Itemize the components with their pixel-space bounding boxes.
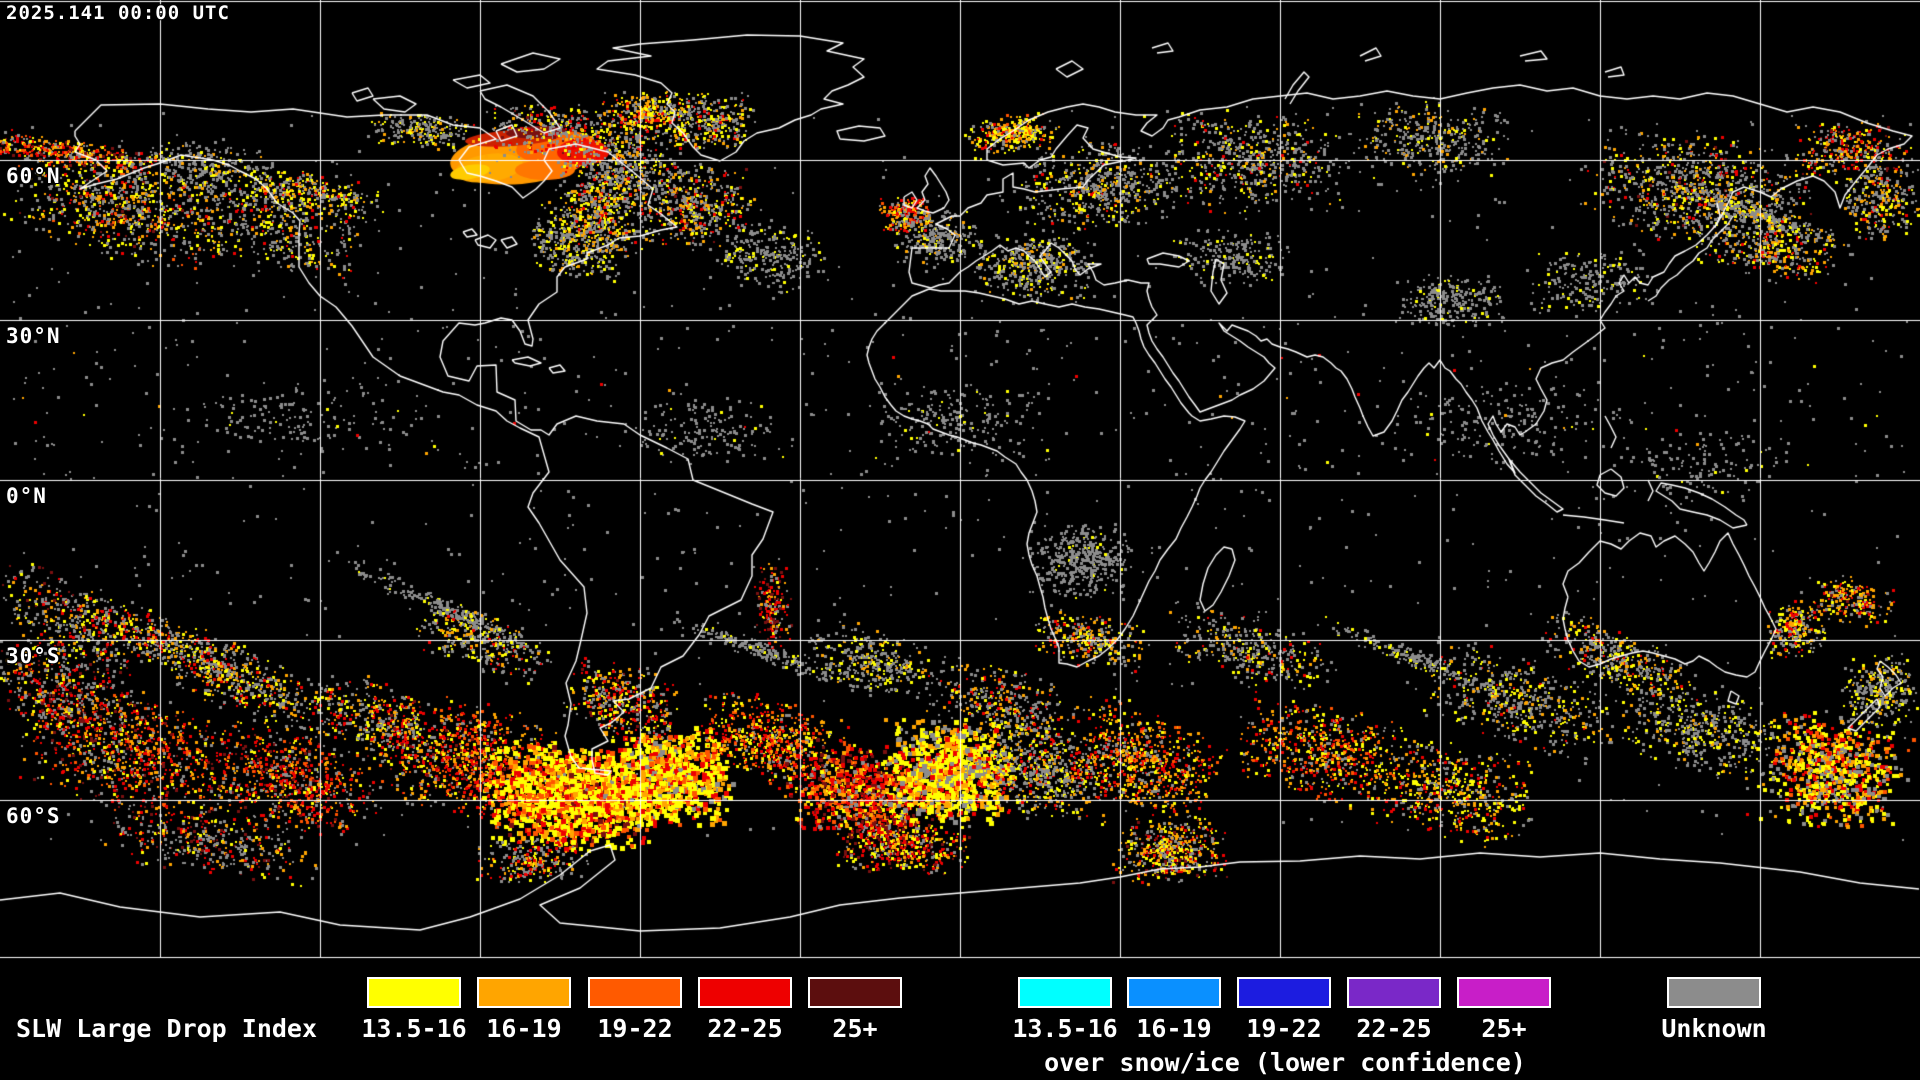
snow-ice-note: over snow/ice (lower confidence) xyxy=(1044,1048,1526,1077)
legend-swatch-unknown xyxy=(1667,977,1761,1008)
legend-swatch-normal-3 xyxy=(698,977,792,1008)
world-map-canvas xyxy=(0,0,1920,960)
legend-label-normal-0: 13.5-16 xyxy=(361,1014,467,1043)
timestamp-label: 2025.141 00:00 UTC xyxy=(6,2,230,24)
latitude-label-30S: 30°S xyxy=(6,644,61,668)
legend-swatch-normal-1 xyxy=(477,977,571,1008)
legend-title: SLW Large Drop Index xyxy=(16,1014,318,1043)
legend-swatch-snowice-3 xyxy=(1347,977,1441,1008)
latitude-label-60N: 60°N xyxy=(6,164,61,188)
legend-label-snowice-3: 22-25 xyxy=(1356,1014,1432,1043)
legend-swatch-normal-2 xyxy=(588,977,682,1008)
legend-swatch-snowice-2 xyxy=(1237,977,1331,1008)
legend-swatch-normal-0 xyxy=(367,977,461,1008)
legend-label-normal-2: 19-22 xyxy=(597,1014,673,1043)
legend-label-snowice-1: 16-19 xyxy=(1136,1014,1212,1043)
legend-swatch-snowice-4 xyxy=(1457,977,1551,1008)
legend-label-normal-3: 22-25 xyxy=(707,1014,783,1043)
legend-label-snowice-4: 25+ xyxy=(1481,1014,1527,1043)
legend-swatch-snowice-1 xyxy=(1127,977,1221,1008)
latitude-label-30N: 30°N xyxy=(6,324,61,348)
legend-label-normal-1: 16-19 xyxy=(486,1014,562,1043)
legend-bar: SLW Large Drop Index 13.5-16 16-19 19-22 22… xyxy=(0,960,1920,1080)
legend-label-unknown: Unknown xyxy=(1661,1014,1767,1043)
legend-swatch-snowice-0 xyxy=(1018,977,1112,1008)
legend-label-normal-4: 25+ xyxy=(832,1014,878,1043)
legend-label-snowice-2: 19-22 xyxy=(1246,1014,1322,1043)
legend-label-snowice-0: 13.5-16 xyxy=(1012,1014,1118,1043)
latitude-label-0N: 0°N xyxy=(6,484,47,508)
latitude-label-60S: 60°S xyxy=(6,804,61,828)
legend-swatch-normal-4 xyxy=(808,977,902,1008)
